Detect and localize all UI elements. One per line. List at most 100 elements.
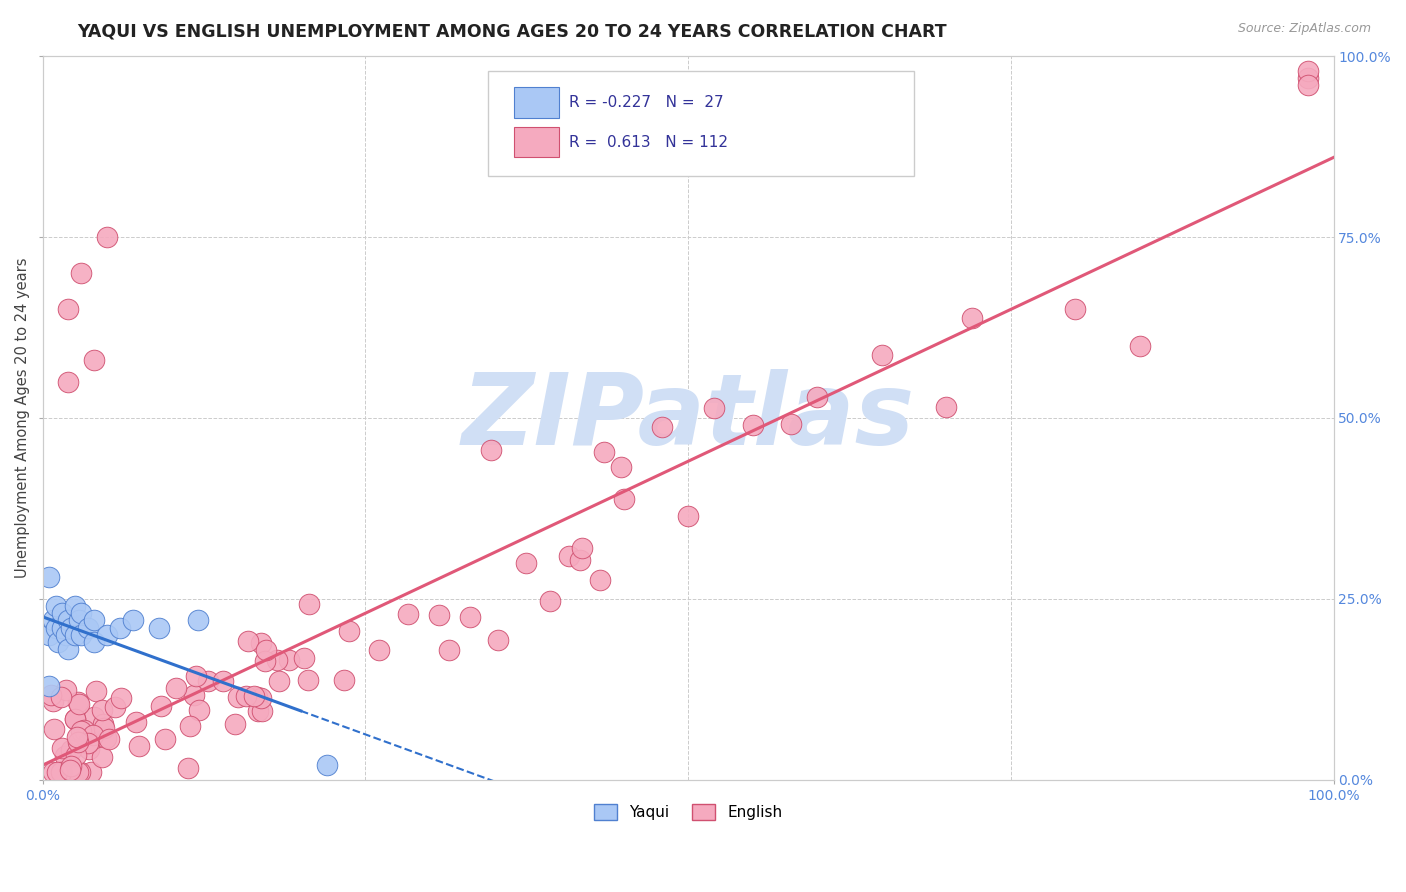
Point [67, 765, 90, 780]
Point [297, 673, 319, 687]
Point [63, 628, 86, 642]
Point [741, 417, 763, 432]
Point [63, 712, 86, 726]
Point [122, 614, 145, 628]
Point [69, 697, 91, 711]
Point [612, 492, 634, 507]
Point [45, 599, 67, 613]
Point [70, 606, 93, 620]
Point [165, 681, 187, 696]
Point [80, 765, 103, 780]
Point [67, 694, 90, 708]
Point [60, 621, 83, 635]
Y-axis label: Unemployment Among Ages 20 to 24 years: Unemployment Among Ages 20 to 24 years [15, 258, 30, 578]
Point [806, 390, 828, 404]
Point [267, 673, 290, 688]
Point [212, 674, 235, 689]
Point [38, 628, 60, 642]
Point [250, 635, 273, 649]
Point [70, 266, 93, 280]
Point [83, 353, 105, 368]
Point [183, 688, 205, 702]
Point [226, 690, 249, 704]
Point [51, 740, 73, 755]
Point [83, 614, 105, 628]
Point [38, 679, 60, 693]
Point [66, 735, 89, 749]
Point [90, 749, 112, 764]
Point [59, 758, 82, 772]
Point [42, 694, 65, 708]
Point [45, 621, 67, 635]
Point [76, 621, 98, 635]
Point [569, 553, 592, 567]
Point [315, 758, 337, 772]
Point [58, 302, 80, 317]
Point [278, 652, 301, 666]
Point [253, 654, 276, 668]
Point [90, 703, 112, 717]
Point [93, 721, 115, 735]
Point [1296, 78, 1319, 92]
Point [1296, 70, 1319, 85]
Point [703, 401, 725, 416]
Point [55, 628, 77, 642]
Point [187, 614, 209, 628]
Point [149, 698, 172, 713]
Point [73, 723, 96, 737]
Point [77, 742, 100, 756]
Point [515, 556, 537, 570]
Point [571, 541, 593, 555]
Point [224, 716, 246, 731]
Point [128, 739, 150, 753]
Point [42, 614, 65, 628]
Point [479, 442, 502, 457]
Point [337, 624, 360, 638]
Point [676, 508, 699, 523]
Point [250, 704, 273, 718]
Point [558, 549, 581, 563]
Point [63, 599, 86, 613]
Point [94, 731, 117, 746]
Point [197, 674, 219, 689]
Point [427, 607, 450, 622]
Text: ZIPatlas: ZIPatlas [461, 369, 915, 467]
Text: Source: ZipAtlas.com: Source: ZipAtlas.com [1237, 22, 1371, 36]
Point [179, 719, 201, 733]
Point [250, 691, 273, 706]
Point [104, 700, 127, 714]
Point [610, 460, 633, 475]
Point [538, 593, 561, 607]
Point [39, 688, 62, 702]
Point [83, 709, 105, 723]
Point [58, 614, 80, 628]
Point [437, 642, 460, 657]
Legend: Yaqui, English: Yaqui, English [588, 798, 789, 826]
Point [186, 669, 208, 683]
Point [593, 445, 616, 459]
Point [53, 748, 76, 763]
Point [51, 606, 73, 620]
Point [155, 732, 177, 747]
Point [292, 651, 315, 665]
Point [780, 417, 803, 431]
Text: YAQUI VS ENGLISH UNEMPLOYMENT AMONG AGES 20 TO 24 YEARS CORRELATION CHART: YAQUI VS ENGLISH UNEMPLOYMENT AMONG AGES… [77, 22, 948, 40]
Point [59, 763, 82, 777]
Point [91, 717, 114, 731]
Point [65, 748, 87, 763]
Point [486, 632, 509, 647]
Point [960, 311, 983, 326]
Point [70, 724, 93, 739]
Point [246, 690, 269, 704]
Point [188, 703, 211, 717]
Point [1296, 63, 1319, 78]
Point [84, 683, 107, 698]
Point [83, 635, 105, 649]
Point [333, 673, 356, 687]
Point [651, 420, 673, 434]
Point [243, 689, 266, 703]
Point [266, 653, 288, 667]
Point [49, 690, 72, 704]
Point [148, 621, 170, 635]
Point [246, 704, 269, 718]
